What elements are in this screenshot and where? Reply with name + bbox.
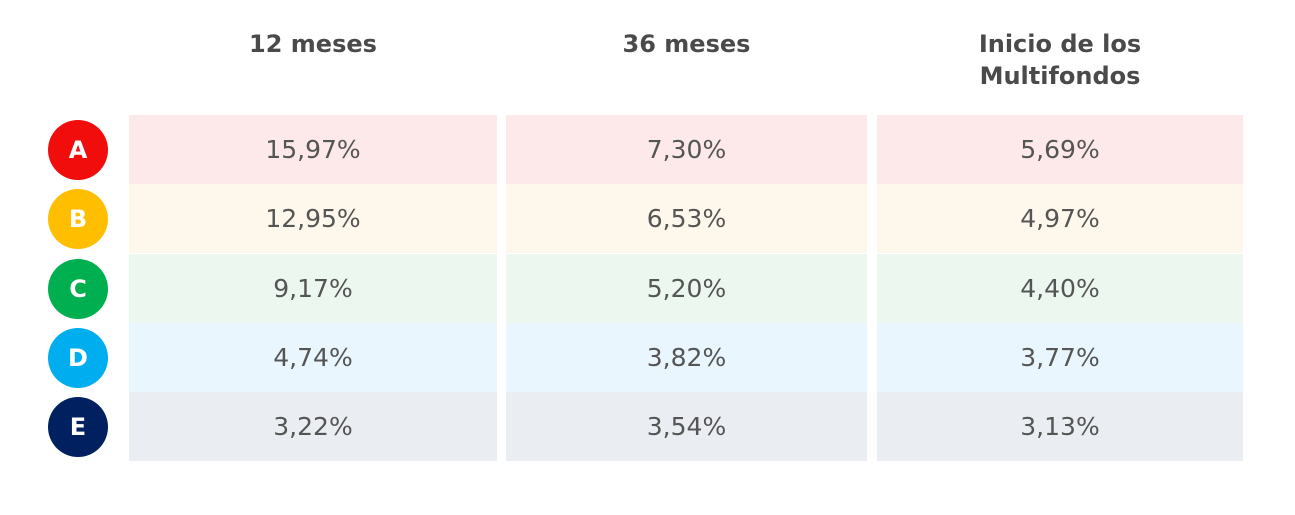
return-cell: 4,74% bbox=[129, 322, 497, 392]
column-header: Inicio de los Multifondos bbox=[978, 30, 1142, 90]
return-cell: 3,54% bbox=[506, 392, 867, 462]
return-cell: 3,82% bbox=[506, 322, 867, 392]
return-cell: 6,53% bbox=[506, 184, 867, 254]
return-cell: 12,95% bbox=[129, 184, 497, 254]
return-cell: 15,97% bbox=[129, 115, 497, 184]
return-cell: 4,97% bbox=[877, 184, 1243, 254]
return-cell: 3,77% bbox=[877, 322, 1243, 392]
fund-badge: B bbox=[48, 189, 108, 250]
column-header: 36 meses bbox=[622, 30, 751, 58]
return-cell: 7,30% bbox=[506, 115, 867, 184]
fund-badge: D bbox=[48, 327, 108, 388]
return-cell: 9,17% bbox=[129, 253, 497, 323]
return-cell: 4,40% bbox=[877, 253, 1243, 323]
fund-badge: E bbox=[48, 397, 108, 458]
fund-badge: C bbox=[48, 258, 108, 319]
column-header: 12 meses bbox=[249, 30, 377, 58]
return-cell: 3,13% bbox=[877, 392, 1243, 462]
fund-badge: A bbox=[48, 120, 108, 180]
return-cell: 3,22% bbox=[129, 392, 497, 462]
return-cell: 5,69% bbox=[877, 115, 1243, 184]
return-cell: 5,20% bbox=[506, 253, 867, 323]
